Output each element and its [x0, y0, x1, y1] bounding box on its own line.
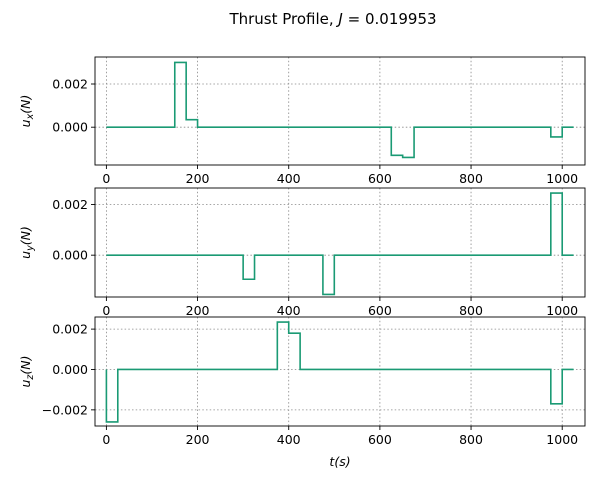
x-tick-label: 800 [459, 171, 483, 186]
x-tick-label: 0 [102, 303, 110, 318]
y-tick-label: 0.002 [52, 322, 88, 337]
y-tick-label: 0.002 [52, 197, 88, 212]
x-tick-label: 0 [102, 171, 110, 186]
x-axis-label: t(s) [329, 454, 350, 469]
x-tick-label: 1000 [546, 432, 578, 447]
series-line-x [106, 61, 574, 159]
axes-frame [94, 316, 586, 427]
x-tick-label: 800 [459, 432, 483, 447]
series-line-y [106, 192, 574, 296]
x-tick-label: 600 [368, 432, 392, 447]
subplot-x: 0 200 400 600 800 1000 0.000 0.002 ux(N) [18, 56, 586, 186]
axes-frame [94, 56, 586, 166]
x-tick-label: 600 [368, 171, 392, 186]
subplot-y: 0 200 400 600 800 1000 0.000 0.002 uy(N) [18, 187, 586, 318]
x-tick-label: 1000 [546, 171, 578, 186]
x-tick-label: 400 [277, 303, 301, 318]
y-tick-label: 0.002 [52, 77, 88, 92]
x-tick-label: 200 [186, 303, 210, 318]
series-line-z [105, 321, 574, 423]
x-tick-label: 800 [459, 303, 483, 318]
x-tick-label: 1000 [546, 303, 578, 318]
x-tick-label: 600 [368, 303, 392, 318]
axes-frame [94, 187, 586, 298]
y-axis-label-x: ux(N) [18, 95, 36, 128]
subplot-z: 0 200 400 600 800 1000 −0.002 0.000 0.002 uz(N) t(… [18, 316, 586, 469]
y-tick-label: −0.002 [42, 402, 88, 417]
x-tick-label: 0 [102, 432, 110, 447]
y-axis-label-y: uy(N) [18, 226, 36, 259]
x-tick-label: 200 [186, 432, 210, 447]
y-tick-label: 0.000 [52, 248, 88, 263]
x-tick-label: 200 [186, 171, 210, 186]
y-axis-label-z: uz(N) [18, 355, 36, 387]
subplot-panels: 0 200 400 600 800 1000 0.000 0.002 ux(N) 0 200 400 6… [18, 56, 586, 469]
x-tick-label: 400 [277, 432, 301, 447]
figure-title: Thrust Profile, J = 0.019953 [228, 10, 436, 28]
y-tick-label: 0.000 [52, 120, 88, 135]
x-tick-label: 400 [277, 171, 301, 186]
y-tick-label: 0.000 [52, 362, 88, 377]
